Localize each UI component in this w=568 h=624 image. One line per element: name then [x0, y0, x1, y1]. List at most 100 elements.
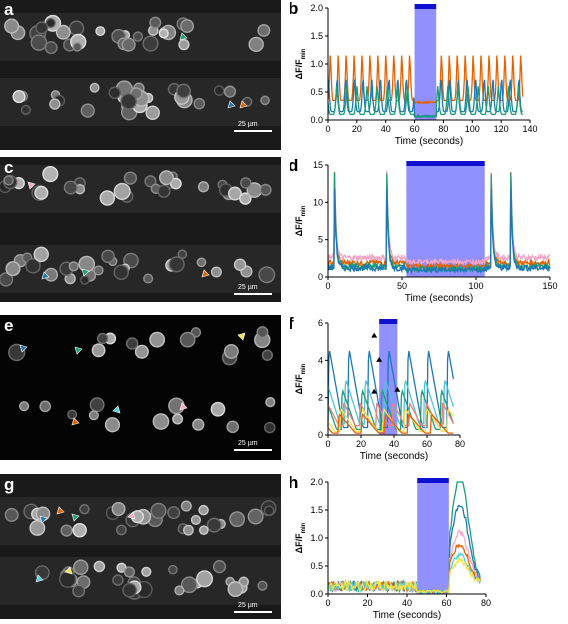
series-line-0	[327, 481, 482, 595]
cell-body	[116, 524, 127, 536]
cell-body	[39, 400, 52, 413]
x-tick-label: 50	[397, 281, 407, 291]
arrowhead-marker	[237, 332, 246, 341]
x-tick-label: 100	[468, 281, 483, 291]
cell-body	[229, 511, 246, 528]
cell-body	[149, 331, 166, 348]
cell-body	[144, 175, 157, 188]
series-line-2	[327, 86, 523, 119]
arrowhead-marker	[56, 506, 65, 515]
cell-body	[196, 257, 207, 268]
cell-body	[55, 24, 71, 40]
y-axis-label-sub: min	[301, 522, 307, 533]
cell-body	[210, 266, 222, 278]
cell-body	[198, 504, 209, 516]
cell-body	[89, 82, 100, 93]
micrograph-g-image	[0, 474, 281, 619]
y-axis-label: ΔF/Fmin	[294, 522, 307, 553]
cell-body	[101, 249, 115, 264]
cell-body	[4, 18, 20, 34]
series-line-5	[327, 412, 454, 434]
cell-body	[111, 501, 126, 517]
x-axis-label: Time (seconds)	[395, 136, 464, 147]
arrowhead-marker	[19, 344, 28, 353]
chart-b: b 0 20 40 60 80 100 120 140 0.0 0.5 1.0 1.5 2.0 Time (…	[290, 0, 568, 150]
arrowhead-marker	[39, 515, 48, 524]
x-tick-label: 40	[389, 439, 399, 449]
arrowhead-marker	[35, 574, 44, 583]
cell-body	[113, 182, 131, 200]
cell-body	[63, 180, 78, 195]
cell-body	[150, 502, 167, 519]
micrograph-a-image	[0, 0, 281, 150]
cell-body	[123, 252, 139, 269]
x-tick-label: 80	[455, 439, 465, 449]
y-tick-label: 0.0	[310, 589, 323, 599]
cell-body	[240, 177, 252, 189]
cell-body	[4, 507, 19, 522]
cell-body	[78, 255, 96, 273]
cell-body	[265, 397, 276, 408]
scale-label: 25 µm	[238, 284, 258, 291]
stimulus-bar	[406, 161, 485, 166]
cell-body	[108, 86, 121, 100]
stimulus-window	[414, 8, 437, 120]
series-line-4	[327, 407, 454, 432]
micrograph-e: 25 µm	[0, 315, 281, 460]
y-tick-label: 2.0	[310, 3, 323, 13]
cell-body	[96, 332, 109, 345]
series-line-0	[327, 55, 524, 105]
cell-body	[260, 95, 270, 106]
cell-body	[125, 337, 139, 350]
micrograph-g: 25 µm	[0, 474, 281, 619]
y-tick-label: 0.5	[310, 561, 323, 571]
cell-body	[0, 272, 14, 287]
y-tick-label: 5	[318, 235, 323, 245]
cell-body	[264, 421, 276, 434]
cell-body	[257, 580, 268, 591]
y-tick-label: 1.0	[310, 59, 323, 69]
scale-bar	[234, 293, 272, 295]
panel-letter-c: c	[4, 158, 14, 177]
x-axis-label: Time (seconds)	[373, 610, 442, 621]
cell-body	[3, 175, 14, 186]
peak-marker	[394, 386, 401, 392]
cell-body	[113, 264, 129, 280]
cell-body	[247, 508, 264, 525]
y-tick-label: 0.0	[310, 115, 323, 125]
cell-body	[33, 246, 49, 263]
x-axis-label: Time (seconds)	[405, 293, 474, 304]
cell-body	[141, 566, 152, 577]
cell-body	[80, 275, 90, 285]
chart-f: f 0 20 40 60 80 0 2 4 6 Time (seconds) ΔF/Fmin	[290, 315, 568, 465]
panel-letter-a: a	[4, 0, 14, 19]
cell-body	[180, 500, 192, 512]
cell-body	[176, 83, 191, 99]
y-axis-label-sub: min	[301, 48, 307, 59]
y-tick-label: 1.5	[310, 31, 323, 41]
scale-label: 25 µm	[238, 440, 258, 447]
cell-body	[30, 34, 48, 51]
x-axis-label: Time (seconds)	[360, 451, 429, 462]
cell-body	[122, 582, 137, 598]
cell-body	[143, 273, 154, 284]
y-tick-label: 0	[318, 430, 323, 440]
micrograph-c: 25 µm	[0, 157, 281, 302]
cell-body	[95, 26, 106, 37]
cell-body	[34, 185, 49, 200]
stimulus-bar	[379, 319, 398, 324]
cell-body	[73, 559, 89, 575]
cell-body	[177, 249, 188, 259]
panel-letter-g: g	[4, 475, 15, 494]
stimulus-bar	[417, 478, 449, 483]
cell-body	[227, 186, 242, 201]
cell-body	[248, 36, 264, 53]
micrograph-e-image	[0, 315, 281, 460]
cell-body	[263, 505, 275, 516]
cell-body	[45, 17, 56, 28]
cell-body	[158, 170, 174, 186]
panel-letter-b: b	[290, 0, 298, 18]
x-tick-label: 150	[542, 281, 557, 291]
series-line-5	[327, 556, 481, 595]
cell-body	[19, 401, 30, 412]
